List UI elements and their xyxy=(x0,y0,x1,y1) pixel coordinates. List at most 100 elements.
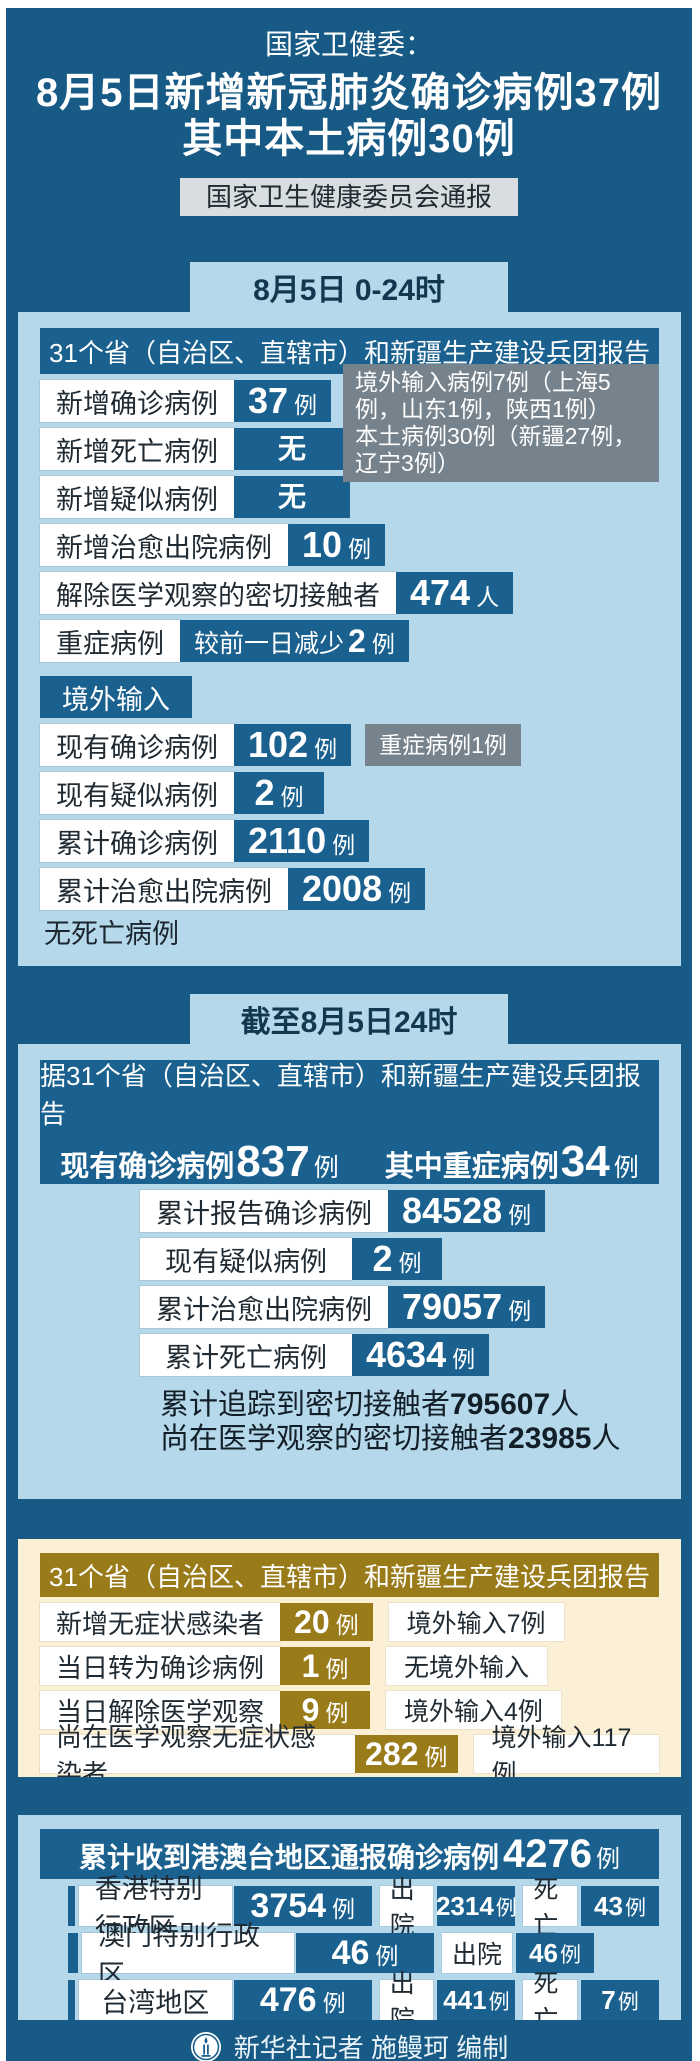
discharge-value-box: 441 例 xyxy=(437,1980,516,2020)
stat-value-box: 37 例 xyxy=(234,380,332,422)
region-value-box: 3754 例 xyxy=(233,1886,372,1926)
panel-cumulative-header: 据31个省（自治区、直辖市）和新疆生产建设兵团报告 现有确诊病例 837 例 其… xyxy=(40,1060,659,1186)
stat-value: 10 xyxy=(302,524,343,565)
stat-unit: 例 xyxy=(398,1250,422,1276)
note-line: 境外输入病例7例（上海5例，山东1例，陕西1例） xyxy=(355,369,611,422)
stat-value-box: 79057 例 xyxy=(388,1286,546,1328)
panel-asymptomatic: 31个省（自治区、直辖市）和新疆生产建设兵团报告 新增无症状感染者 20 例 境… xyxy=(18,1539,681,1777)
stat-value-box: 282 例 xyxy=(354,1735,458,1773)
note-line: 本土病例30例（新疆27例，辽宁3例） xyxy=(355,423,637,476)
region-value: 476 xyxy=(259,1981,317,2019)
stat-row-cum-deaths: 累计死亡病例 4634 例 xyxy=(140,1334,659,1376)
death-label: 死亡 xyxy=(523,1876,577,1940)
stat-unit: 例 xyxy=(314,736,338,762)
hmt-header-value: 4276 xyxy=(503,1832,592,1876)
region-row-taiwan: 台湾地区 476 例 出院 441 例 死亡 7 例 xyxy=(68,1970,659,2020)
xinhua-logo-icon xyxy=(190,2031,221,2061)
region-value-box: 476 例 xyxy=(233,1980,372,2020)
death-value-box: 7 例 xyxy=(580,1980,659,2020)
badge-wrap: 国家卫生健康委员会通报 xyxy=(6,178,692,216)
row-accent-bar xyxy=(68,1933,78,1973)
region-unit: 例 xyxy=(375,1943,399,1969)
stat-unit: 人 xyxy=(476,584,500,610)
stat-value: 282 xyxy=(365,1736,419,1772)
stat-label: 累计治愈出院病例 xyxy=(140,1286,388,1328)
severe-cases-value: 34 xyxy=(560,1137,610,1186)
region-value: 46 xyxy=(331,1934,370,1972)
stat-note-box: 境外输入7例 xyxy=(388,1603,564,1641)
main-title-line2: 其中本土病例30例 xyxy=(182,117,516,161)
stat-row-cum-recovered: 累计治愈出院病例 79057 例 xyxy=(140,1286,659,1328)
stat-unit: 例 xyxy=(371,631,395,657)
stat-row-imported-cum-confirmed: 累计确诊病例 2110 例 xyxy=(40,820,659,862)
death-label: 死亡 xyxy=(523,1970,577,2020)
severe-cases-label: 其中重症病例 xyxy=(384,1151,559,1183)
stat-row-imported-suspected: 现有疑似病例 2 例 xyxy=(40,772,659,814)
stat-value: 474 xyxy=(410,572,471,613)
stat-unit: 例 xyxy=(325,1700,349,1726)
current-cases-value: 837 xyxy=(236,1137,310,1186)
stat-label: 累计报告确诊病例 xyxy=(140,1190,388,1232)
stat-label: 新增死亡病例 xyxy=(40,428,234,470)
no-death-note: 无死亡病例 xyxy=(44,919,179,949)
stat-row-new-suspected: 新增疑似病例 无 xyxy=(40,476,659,518)
discharge-label: 出院 xyxy=(379,1970,434,2020)
stat-note-box: 无境外输入 xyxy=(386,1647,548,1685)
source-badge: 国家卫生健康委员会通报 xyxy=(179,178,518,216)
stat-unit: 例 xyxy=(388,880,412,906)
stat-value: 2008 xyxy=(302,868,383,909)
stat-label: 新增治愈出院病例 xyxy=(40,524,288,566)
region-value: 3754 xyxy=(250,1887,327,1925)
stat-note-box: 境外输入117例 xyxy=(473,1724,659,1777)
stat-row-new-asymptomatic: 新增无症状感染者 20 例 境外输入7例 xyxy=(40,1603,659,1641)
region-row-hongkong: 香港特别行政区 3754 例 出院 2314 例 死亡 43 例 xyxy=(68,1874,659,1943)
current-cases-unit: 例 xyxy=(313,1154,339,1182)
stat-unit: 例 xyxy=(348,536,372,562)
stat-value-box: 20 例 xyxy=(280,1603,373,1641)
cumulative-header-line1: 据31个省（自治区、直辖市）和新疆生产建设兵团报告 xyxy=(40,1061,641,1129)
stat-row-imported-active: 现有确诊病例 102 例 重症病例1例 xyxy=(40,724,659,766)
stat-value: 20 xyxy=(294,1604,330,1640)
stat-value-box: 2 例 xyxy=(352,1238,442,1280)
stat-row-under-observation: 尚在医学观察无症状感染者 282 例 境外输入117例 xyxy=(40,1722,659,1777)
stat-value-box: 2008 例 xyxy=(288,868,426,910)
stat-label: 累计治愈出院病例 xyxy=(40,868,288,910)
note-line: 累计追踪到密切接触者795607人 xyxy=(160,1388,580,1421)
footer-credit-bar: 新华社记者 施鳗珂 编制 xyxy=(6,2028,692,2061)
stat-value: 4634 xyxy=(366,1334,447,1375)
stat-value: 37 xyxy=(248,380,289,421)
stat-value-box: 较前一日减少 2 例 xyxy=(180,620,409,662)
stat-label: 当日转为确诊病例 xyxy=(40,1647,281,1685)
stat-value-box: 10 例 xyxy=(288,524,386,566)
stat-unit: 例 xyxy=(332,832,356,858)
stat-value: 2110 xyxy=(248,820,327,861)
stat-value-box: 1 例 xyxy=(280,1647,371,1685)
stat-label: 解除医学观察的密切接触者 xyxy=(40,572,396,614)
panel-hmt: 累计收到港澳台地区通报确诊病例 4276 例 香港特别行政区 3754 例 出院… xyxy=(18,1815,681,2020)
stat-unit: 例 xyxy=(335,1612,359,1638)
region-label: 台湾地区 xyxy=(78,1980,232,2020)
infographic-canvas: 国家卫健委： 8月5日新增新冠肺炎确诊病例37例 其中本土病例30例 国家卫生健… xyxy=(6,8,692,2061)
stat-row-cum-reported: 累计报告确诊病例 84528 例 xyxy=(140,1190,659,1232)
stat-label: 累计死亡病例 xyxy=(140,1334,352,1376)
panel-daily-header: 31个省（自治区、直辖市）和新疆生产建设兵团报告 xyxy=(40,328,659,374)
region-value-box: 46 例 xyxy=(296,1933,434,1973)
stat-label: 重症病例 xyxy=(40,620,180,662)
panel-cumulative: 据31个省（自治区、直辖市）和新疆生产建设兵团报告 现有确诊病例 837 例 其… xyxy=(18,1044,681,1499)
stat-label: 当日解除医学观察 xyxy=(40,1691,281,1729)
panel-hmt-header: 累计收到港澳台地区通报确诊病例 4276 例 xyxy=(40,1829,659,1879)
discharge-value-box: 2314 例 xyxy=(436,1886,517,1926)
stat-unit: 例 xyxy=(508,1202,532,1228)
stat-value-box: 无 xyxy=(234,476,350,518)
row-accent-bar xyxy=(68,1980,75,2020)
stat-row-converted: 当日转为确诊病例 1 例 无境外输入 xyxy=(40,1647,659,1685)
stat-label: 现有确诊病例 xyxy=(40,724,234,766)
region-row-macau: 澳门特别行政区 46 例 出院 46 例 xyxy=(68,1921,659,1990)
stat-value: 2 xyxy=(254,772,275,813)
stat-value: 1 xyxy=(301,1648,320,1684)
footer-credit-text: 新华社记者 施鳗珂 编制 xyxy=(233,2033,509,2061)
stat-unit: 例 xyxy=(424,1744,448,1770)
stat-value-box: 2110 例 xyxy=(234,820,370,862)
stat-note-box: 境外输入病例7例（上海5例，山东1例，陕西1例） 本土病例30例（新疆27例，辽… xyxy=(343,364,659,482)
stat-value-box: 84528 例 xyxy=(388,1190,546,1232)
